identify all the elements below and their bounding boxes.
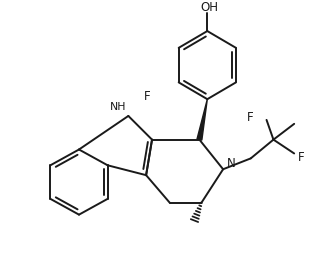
Polygon shape	[197, 99, 207, 140]
Text: F: F	[144, 90, 150, 103]
Text: OH: OH	[200, 1, 218, 14]
Text: NH: NH	[110, 102, 127, 112]
Text: F: F	[246, 111, 253, 124]
Text: N: N	[227, 157, 235, 170]
Text: F: F	[298, 151, 304, 164]
